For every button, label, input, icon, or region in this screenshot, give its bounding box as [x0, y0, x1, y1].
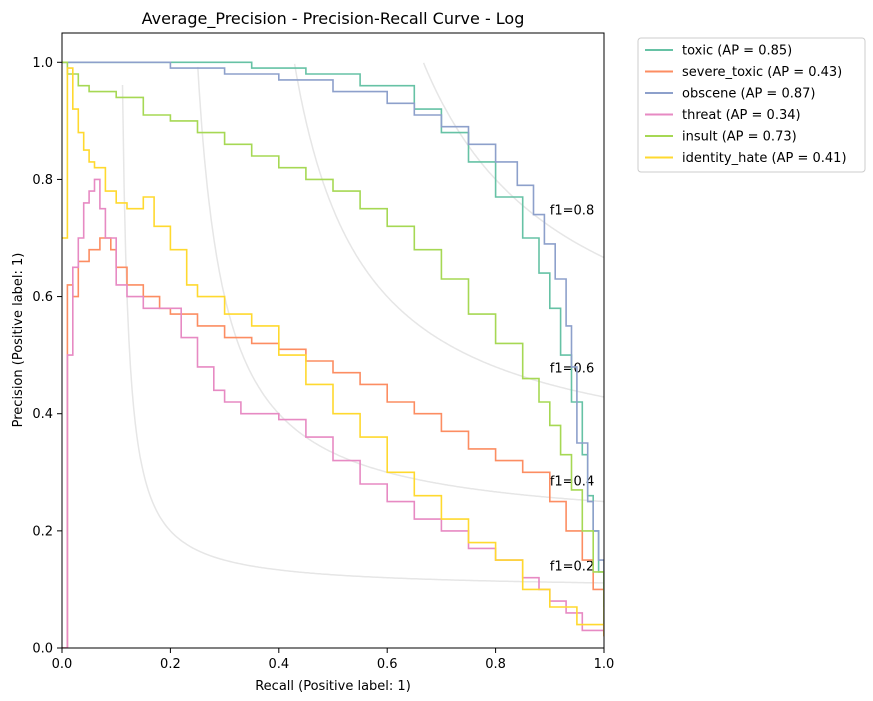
y-axis-ticks: 0.0 0.2 0.4 0.6 0.8 1.0	[32, 56, 62, 657]
x-axis-label: Recall (Positive label: 1)	[255, 679, 411, 694]
plot-frame	[61, 32, 605, 649]
x-axis-ticks: 0.0 0.2 0.4 0.6 0.8 1.0	[52, 648, 615, 672]
iso-f1-curve-1	[197, 66, 604, 503]
y-axis-label: Precision (Positive label: 1)	[11, 253, 26, 428]
legend: toxic (AP = 0.85) severe_toxic (AP = 0.43…	[637, 37, 866, 173]
series-lines	[62, 61, 604, 648]
legend-label-1: severe_toxic (AP = 0.43)	[682, 65, 842, 80]
x-tick-label-5: 1.0	[594, 657, 615, 672]
y-tick-label-4: 0.8	[32, 173, 53, 188]
iso-f1-curve-3	[422, 62, 604, 259]
x-tick-label-4: 0.8	[485, 657, 506, 672]
series-line-4	[62, 61, 604, 625]
iso-f1-label-0: f1=0.2	[550, 559, 594, 574]
series-line-0	[62, 61, 604, 607]
y-tick-label-0: 0.0	[32, 642, 53, 657]
x-tick-label-1: 0.2	[160, 657, 181, 672]
series-line-5	[62, 67, 604, 637]
x-tick-label-3: 0.6	[377, 657, 398, 672]
iso-f1-label-3: f1=0.8	[550, 204, 594, 219]
series-line-2	[62, 61, 604, 590]
y-tick-label-2: 0.4	[32, 407, 53, 422]
legend-label-0: toxic (AP = 0.85)	[682, 44, 792, 59]
x-tick-label-2: 0.4	[268, 657, 289, 672]
iso-f1-curve-0	[121, 84, 604, 584]
legend-box	[637, 37, 866, 173]
iso-f1-curve-2	[293, 63, 604, 398]
y-tick-label-3: 0.6	[32, 290, 53, 305]
y-tick-label-5: 1.0	[32, 56, 53, 71]
legend-label-4: insult (AP = 0.73)	[682, 130, 797, 145]
iso-f1-curves	[121, 62, 604, 584]
x-tick-label-0: 0.0	[52, 657, 73, 672]
legend-label-5: identity_hate (AP = 0.41)	[682, 151, 847, 166]
chart-title: Average_Precision - Precision-Recall Cur…	[142, 9, 525, 29]
y-tick-label-1: 0.2	[32, 524, 53, 539]
legend-label-3: threat (AP = 0.34)	[682, 108, 801, 123]
iso-f1-labels: f1=0.2f1=0.4f1=0.6f1=0.8	[550, 204, 594, 575]
legend-label-2: obscene (AP = 0.87)	[682, 87, 815, 102]
